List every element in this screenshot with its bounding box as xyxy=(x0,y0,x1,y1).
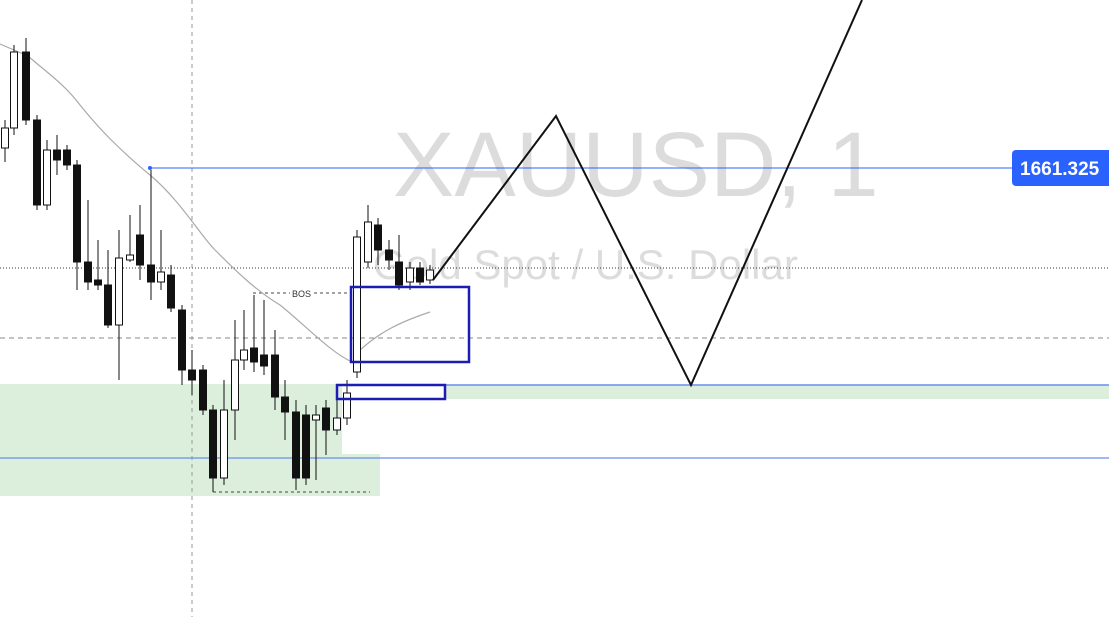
candle-body xyxy=(157,271,165,283)
candle-body xyxy=(188,369,196,381)
candle-body xyxy=(220,409,228,479)
order-block-box xyxy=(349,285,471,364)
moving-average xyxy=(0,43,431,363)
candle-body xyxy=(406,267,414,283)
demand-zone xyxy=(0,384,342,496)
candle-body xyxy=(426,269,434,281)
candle-body xyxy=(22,51,30,121)
candle-body xyxy=(231,359,239,411)
candle-body xyxy=(353,236,361,373)
candle-body xyxy=(302,414,310,479)
candle-body xyxy=(1,127,9,149)
candle-body xyxy=(395,261,403,286)
candle-body xyxy=(322,407,330,431)
candle-body xyxy=(94,279,102,286)
price-label-box xyxy=(1012,150,1109,186)
candle-body xyxy=(126,254,134,261)
candles xyxy=(1,38,434,492)
candle-body xyxy=(136,234,144,266)
candle-body xyxy=(312,414,320,421)
candle-body xyxy=(115,257,123,326)
candle-body xyxy=(416,267,424,283)
projection-path xyxy=(432,0,863,388)
watermark-symbol: XAUUSD, 1 xyxy=(393,114,879,216)
candle-body xyxy=(84,261,92,283)
candle-body xyxy=(260,354,268,367)
candle-body xyxy=(240,349,248,361)
candle-body xyxy=(292,411,300,479)
candle-body xyxy=(10,51,18,129)
candle-body xyxy=(250,347,258,363)
demand-zone xyxy=(342,454,380,496)
candle-body xyxy=(33,119,41,206)
candle-body xyxy=(374,224,382,251)
watermark-description: Gold Spot / U.S. Dollar xyxy=(373,241,798,288)
candle-body xyxy=(73,164,81,263)
candle-body xyxy=(147,264,155,283)
demand-zone xyxy=(445,385,1109,399)
candle-body xyxy=(281,396,289,413)
candle-body xyxy=(104,284,112,326)
candle-body xyxy=(53,149,61,161)
price-label: 1661.325 xyxy=(1020,159,1100,180)
candle-body xyxy=(333,417,341,431)
candle-body xyxy=(343,392,351,419)
candle-body xyxy=(199,369,207,411)
bos-label: BOS xyxy=(292,289,311,299)
candle-body xyxy=(63,149,71,166)
candle-body xyxy=(364,221,372,263)
fvg-box xyxy=(335,383,447,401)
candle-body xyxy=(271,354,279,398)
candle-body xyxy=(385,249,393,261)
candle-body xyxy=(167,274,175,309)
candle-body xyxy=(209,409,217,479)
price-line-anchor xyxy=(148,166,152,170)
candle-body xyxy=(43,149,51,206)
candle-body xyxy=(178,309,186,371)
